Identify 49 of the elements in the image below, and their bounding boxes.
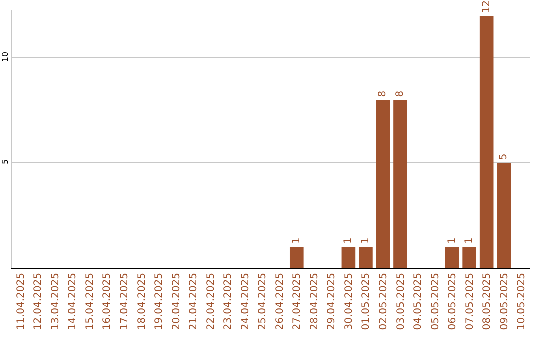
bar — [497, 163, 512, 268]
data-label: 8 — [395, 90, 406, 98]
x-tick-label: 14.04.2025 — [68, 273, 79, 330]
x-tick-label: 27.04.2025 — [292, 273, 304, 330]
data-label: 1 — [343, 238, 354, 244]
bar — [359, 247, 373, 268]
bar — [290, 247, 304, 268]
x-tick-label: 06.05.2025 — [448, 273, 459, 330]
y-tick-label: 10 — [0, 52, 10, 62]
data-label: 1 — [446, 238, 458, 244]
x-tick-label: 15.04.2025 — [84, 273, 96, 330]
x-tick-label: 13.04.2025 — [50, 273, 62, 330]
x-tick-label: 11.04.2025 — [16, 273, 27, 330]
data-label: 8 — [378, 90, 389, 98]
bar — [342, 247, 356, 268]
x-tick-label: 16.04.2025 — [102, 273, 114, 330]
x-tick-label: 08.05.2025 — [482, 273, 494, 330]
x-tick-label: 26.04.2025 — [274, 273, 286, 330]
bar — [376, 100, 390, 268]
x-tick-label: 29.04.2025 — [326, 273, 338, 330]
x-tick-label: 02.05.2025 — [378, 273, 390, 330]
x-tick-label: 18.04.2025 — [136, 273, 148, 330]
bar — [480, 16, 494, 268]
data-label: 1 — [360, 238, 372, 244]
bar — [462, 247, 476, 268]
x-tick-label: 30.04.2025 — [344, 273, 355, 330]
x-tick-label: 12.04.2025 — [33, 273, 44, 330]
x-tick-label: 09.05.2025 — [499, 273, 510, 330]
bar — [445, 247, 460, 268]
x-tick-label: 03.05.2025 — [396, 273, 407, 330]
x-tick-label: 22.04.2025 — [206, 273, 217, 330]
bar — [394, 100, 408, 268]
x-tick-label: 28.04.2025 — [309, 273, 320, 330]
x-tick-label: 21.04.2025 — [188, 273, 200, 330]
data-label: 1 — [464, 238, 476, 244]
data-label: 12 — [481, 0, 492, 14]
x-tick-label: 24.04.2025 — [240, 273, 252, 330]
x-tick-label: 01.05.2025 — [361, 273, 372, 330]
x-tick-label: 07.05.2025 — [464, 273, 476, 330]
x-tick-label: 17.04.2025 — [119, 273, 130, 330]
x-tick-label: 25.04.2025 — [258, 273, 269, 330]
x-tick-label: 10.05.2025 — [516, 273, 528, 330]
x-tick-label: 20.04.2025 — [171, 273, 182, 330]
x-tick-label: 19.04.2025 — [154, 273, 166, 330]
data-label: 1 — [291, 238, 302, 244]
data-label: 5 — [498, 154, 510, 160]
x-tick-label: 23.04.2025 — [223, 273, 234, 330]
x-tick-label: 05.05.2025 — [430, 273, 442, 330]
x-tick-label: 04.05.2025 — [413, 273, 424, 330]
